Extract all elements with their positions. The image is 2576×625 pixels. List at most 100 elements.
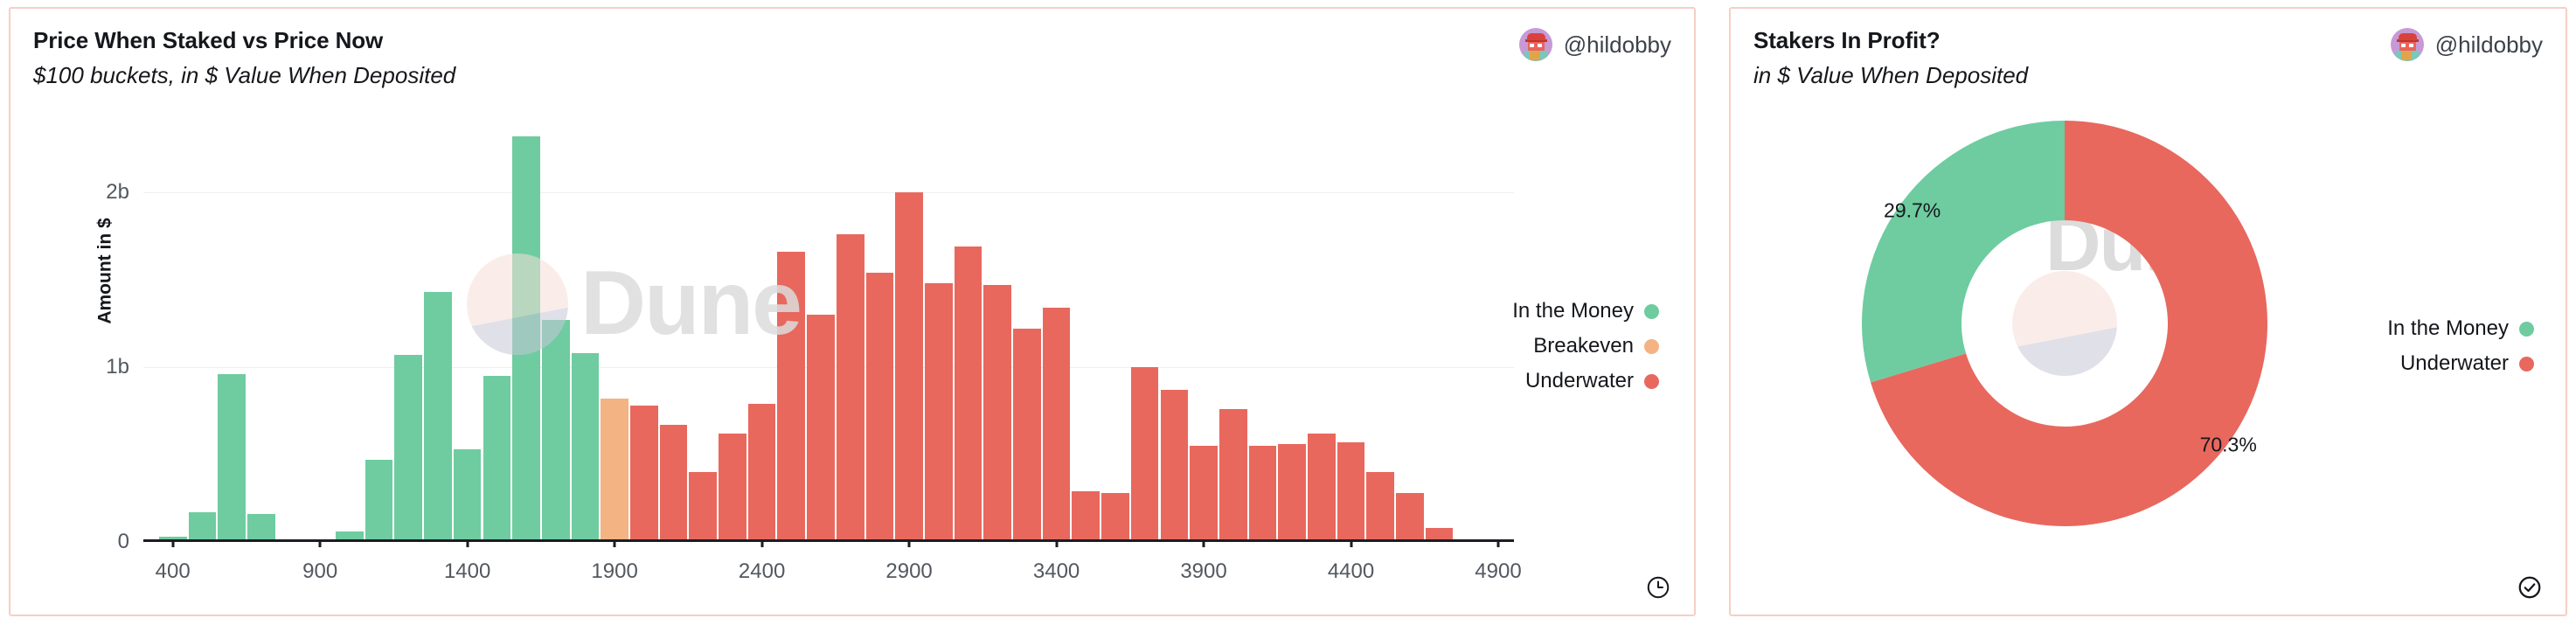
left-panel-header: Price When Staked vs Price Now $100 buck… xyxy=(33,27,1671,89)
x-axis-tick-label: 3900 xyxy=(1180,559,1227,583)
x-axis-tick-mark xyxy=(1202,541,1205,547)
histogram-bar[interactable] xyxy=(895,192,923,542)
histogram-bar[interactable] xyxy=(1130,367,1159,542)
histogram-bar[interactable] xyxy=(1248,446,1277,542)
x-axis-tick-mark xyxy=(1350,541,1353,547)
left-chart-legend: In the Money Breakeven Underwater xyxy=(1512,299,1659,393)
legend-item[interactable]: Breakeven xyxy=(1533,334,1659,358)
histogram-bar[interactable] xyxy=(983,285,1011,542)
author-handle: @hildobby xyxy=(2434,31,2543,58)
histogram-bar[interactable] xyxy=(424,292,452,542)
histogram-bar[interactable] xyxy=(836,234,864,542)
x-axis-tick-mark xyxy=(1055,541,1059,547)
legend-color-swatch xyxy=(1644,303,1659,319)
right-panel-header: Stakers In Profit? in $ Value When Depos… xyxy=(1753,27,2543,89)
x-axis-tick-label: 2900 xyxy=(885,559,933,583)
bar-series xyxy=(143,122,1498,542)
y-axis-tick-label: 1b xyxy=(106,355,129,378)
histogram-bar[interactable] xyxy=(601,399,628,542)
legend-item[interactable]: In the Money xyxy=(1512,299,1659,323)
legend-item-label: In the Money xyxy=(2387,316,2509,340)
donut-slice[interactable] xyxy=(1862,121,2065,383)
histogram-bar[interactable] xyxy=(865,273,894,542)
legend-item-label: Underwater xyxy=(2399,351,2509,375)
histogram-bar[interactable] xyxy=(924,283,953,542)
hildobby-avatar-icon xyxy=(2390,28,2424,61)
histogram-bar[interactable] xyxy=(1425,528,1454,542)
page-subtitle: $100 buckets, in $ Value When Deposited xyxy=(33,61,456,88)
histogram-bar[interactable] xyxy=(394,355,423,542)
x-axis-tick-label: 4400 xyxy=(1327,559,1375,583)
x-axis-tick-label: 900 xyxy=(302,559,338,583)
page-subtitle: in $ Value When Deposited xyxy=(1753,61,2029,88)
left-panel-titles: Price When Staked vs Price Now $100 buck… xyxy=(33,27,456,89)
histogram-bar[interactable] xyxy=(807,315,835,542)
panel-price-when-staked: Price When Staked vs Price Now $100 buck… xyxy=(9,7,1696,616)
x-axis-tick-mark xyxy=(613,541,616,547)
x-axis-tick-label: 1900 xyxy=(591,559,638,583)
histogram-bar[interactable] xyxy=(246,514,275,542)
histogram-bar[interactable] xyxy=(188,512,217,542)
author-credit[interactable]: @hildobby xyxy=(1518,28,1671,61)
donut-slice-label: 29.7% xyxy=(1884,198,1941,222)
histogram-bar[interactable] xyxy=(512,136,540,542)
histogram-bar[interactable] xyxy=(719,434,746,542)
donut-slices xyxy=(1862,121,2267,526)
histogram-bar[interactable] xyxy=(1042,308,1071,542)
x-axis-line xyxy=(143,539,1514,542)
x-axis-tick-mark xyxy=(466,541,469,547)
histogram-bar[interactable] xyxy=(1013,329,1041,542)
y-axis-tick-label: 0 xyxy=(117,530,129,553)
x-axis-tick-label: 400 xyxy=(155,559,191,583)
author-credit[interactable]: @hildobby xyxy=(2390,28,2543,61)
histogram-bar[interactable] xyxy=(954,247,982,542)
histogram-bar[interactable] xyxy=(747,404,776,542)
histogram-bar[interactable] xyxy=(1366,472,1395,542)
histogram-bar[interactable] xyxy=(1101,493,1129,542)
check-circle-icon[interactable] xyxy=(2517,574,2543,601)
donut-chart: 70.3% 29.7% xyxy=(1846,105,2283,542)
histogram-bar[interactable] xyxy=(1219,409,1247,542)
x-axis-tick-label: 2400 xyxy=(738,559,786,583)
histogram-bar[interactable] xyxy=(483,376,511,542)
right-panel-titles: Stakers In Profit? in $ Value When Depos… xyxy=(1753,27,2029,89)
right-chart-legend: In the Money Underwater xyxy=(2387,316,2534,376)
histogram-bar[interactable] xyxy=(1307,434,1336,542)
legend-item[interactable]: Underwater xyxy=(1525,369,1659,393)
legend-item-label: Breakeven xyxy=(1533,334,1634,358)
histogram-bar[interactable] xyxy=(1190,446,1218,542)
histogram-bar[interactable] xyxy=(541,320,570,542)
histogram-bar[interactable] xyxy=(1278,444,1306,542)
dune-logo-icon xyxy=(2012,271,2117,376)
y-axis-label: Amount in $ xyxy=(94,218,115,324)
histogram-bar[interactable] xyxy=(1396,493,1424,542)
clock-icon[interactable] xyxy=(1645,574,1671,601)
histogram-bar[interactable] xyxy=(453,449,482,542)
histogram-bar[interactable] xyxy=(659,425,688,542)
histogram-bar[interactable] xyxy=(689,472,718,542)
x-axis-tick-label: 4900 xyxy=(1475,559,1522,583)
page-title: Price When Staked vs Price Now xyxy=(33,27,384,53)
legend-item[interactable]: In the Money xyxy=(2387,316,2534,341)
legend-item[interactable]: Underwater xyxy=(2400,351,2534,376)
donut-slice[interactable] xyxy=(1871,121,2267,526)
x-axis-tick-mark xyxy=(1496,541,1500,547)
page-title: Stakers In Profit? xyxy=(1753,27,1941,53)
histogram-bar[interactable] xyxy=(1160,390,1189,542)
x-axis-tick-label: 3400 xyxy=(1032,559,1080,583)
histogram-bar[interactable] xyxy=(218,374,246,542)
histogram-bar[interactable] xyxy=(1072,491,1101,542)
histogram-bar[interactable] xyxy=(1337,442,1365,542)
histogram-plot-area: 0 1b 2b Dune 400 900 1400 1900 2400 2900 3400 390… xyxy=(106,122,1522,583)
legend-color-swatch xyxy=(1644,338,1659,354)
histogram-bar[interactable] xyxy=(571,353,600,542)
legend-color-swatch xyxy=(1644,373,1659,389)
histogram-bar[interactable] xyxy=(365,460,393,542)
x-axis-tick-mark xyxy=(171,541,175,547)
legend-item-label: In the Money xyxy=(1512,299,1634,323)
histogram-bar[interactable] xyxy=(629,406,658,542)
histogram-bar[interactable] xyxy=(777,252,806,542)
hildobby-avatar-icon xyxy=(1518,28,1552,61)
gridline xyxy=(143,192,1514,193)
